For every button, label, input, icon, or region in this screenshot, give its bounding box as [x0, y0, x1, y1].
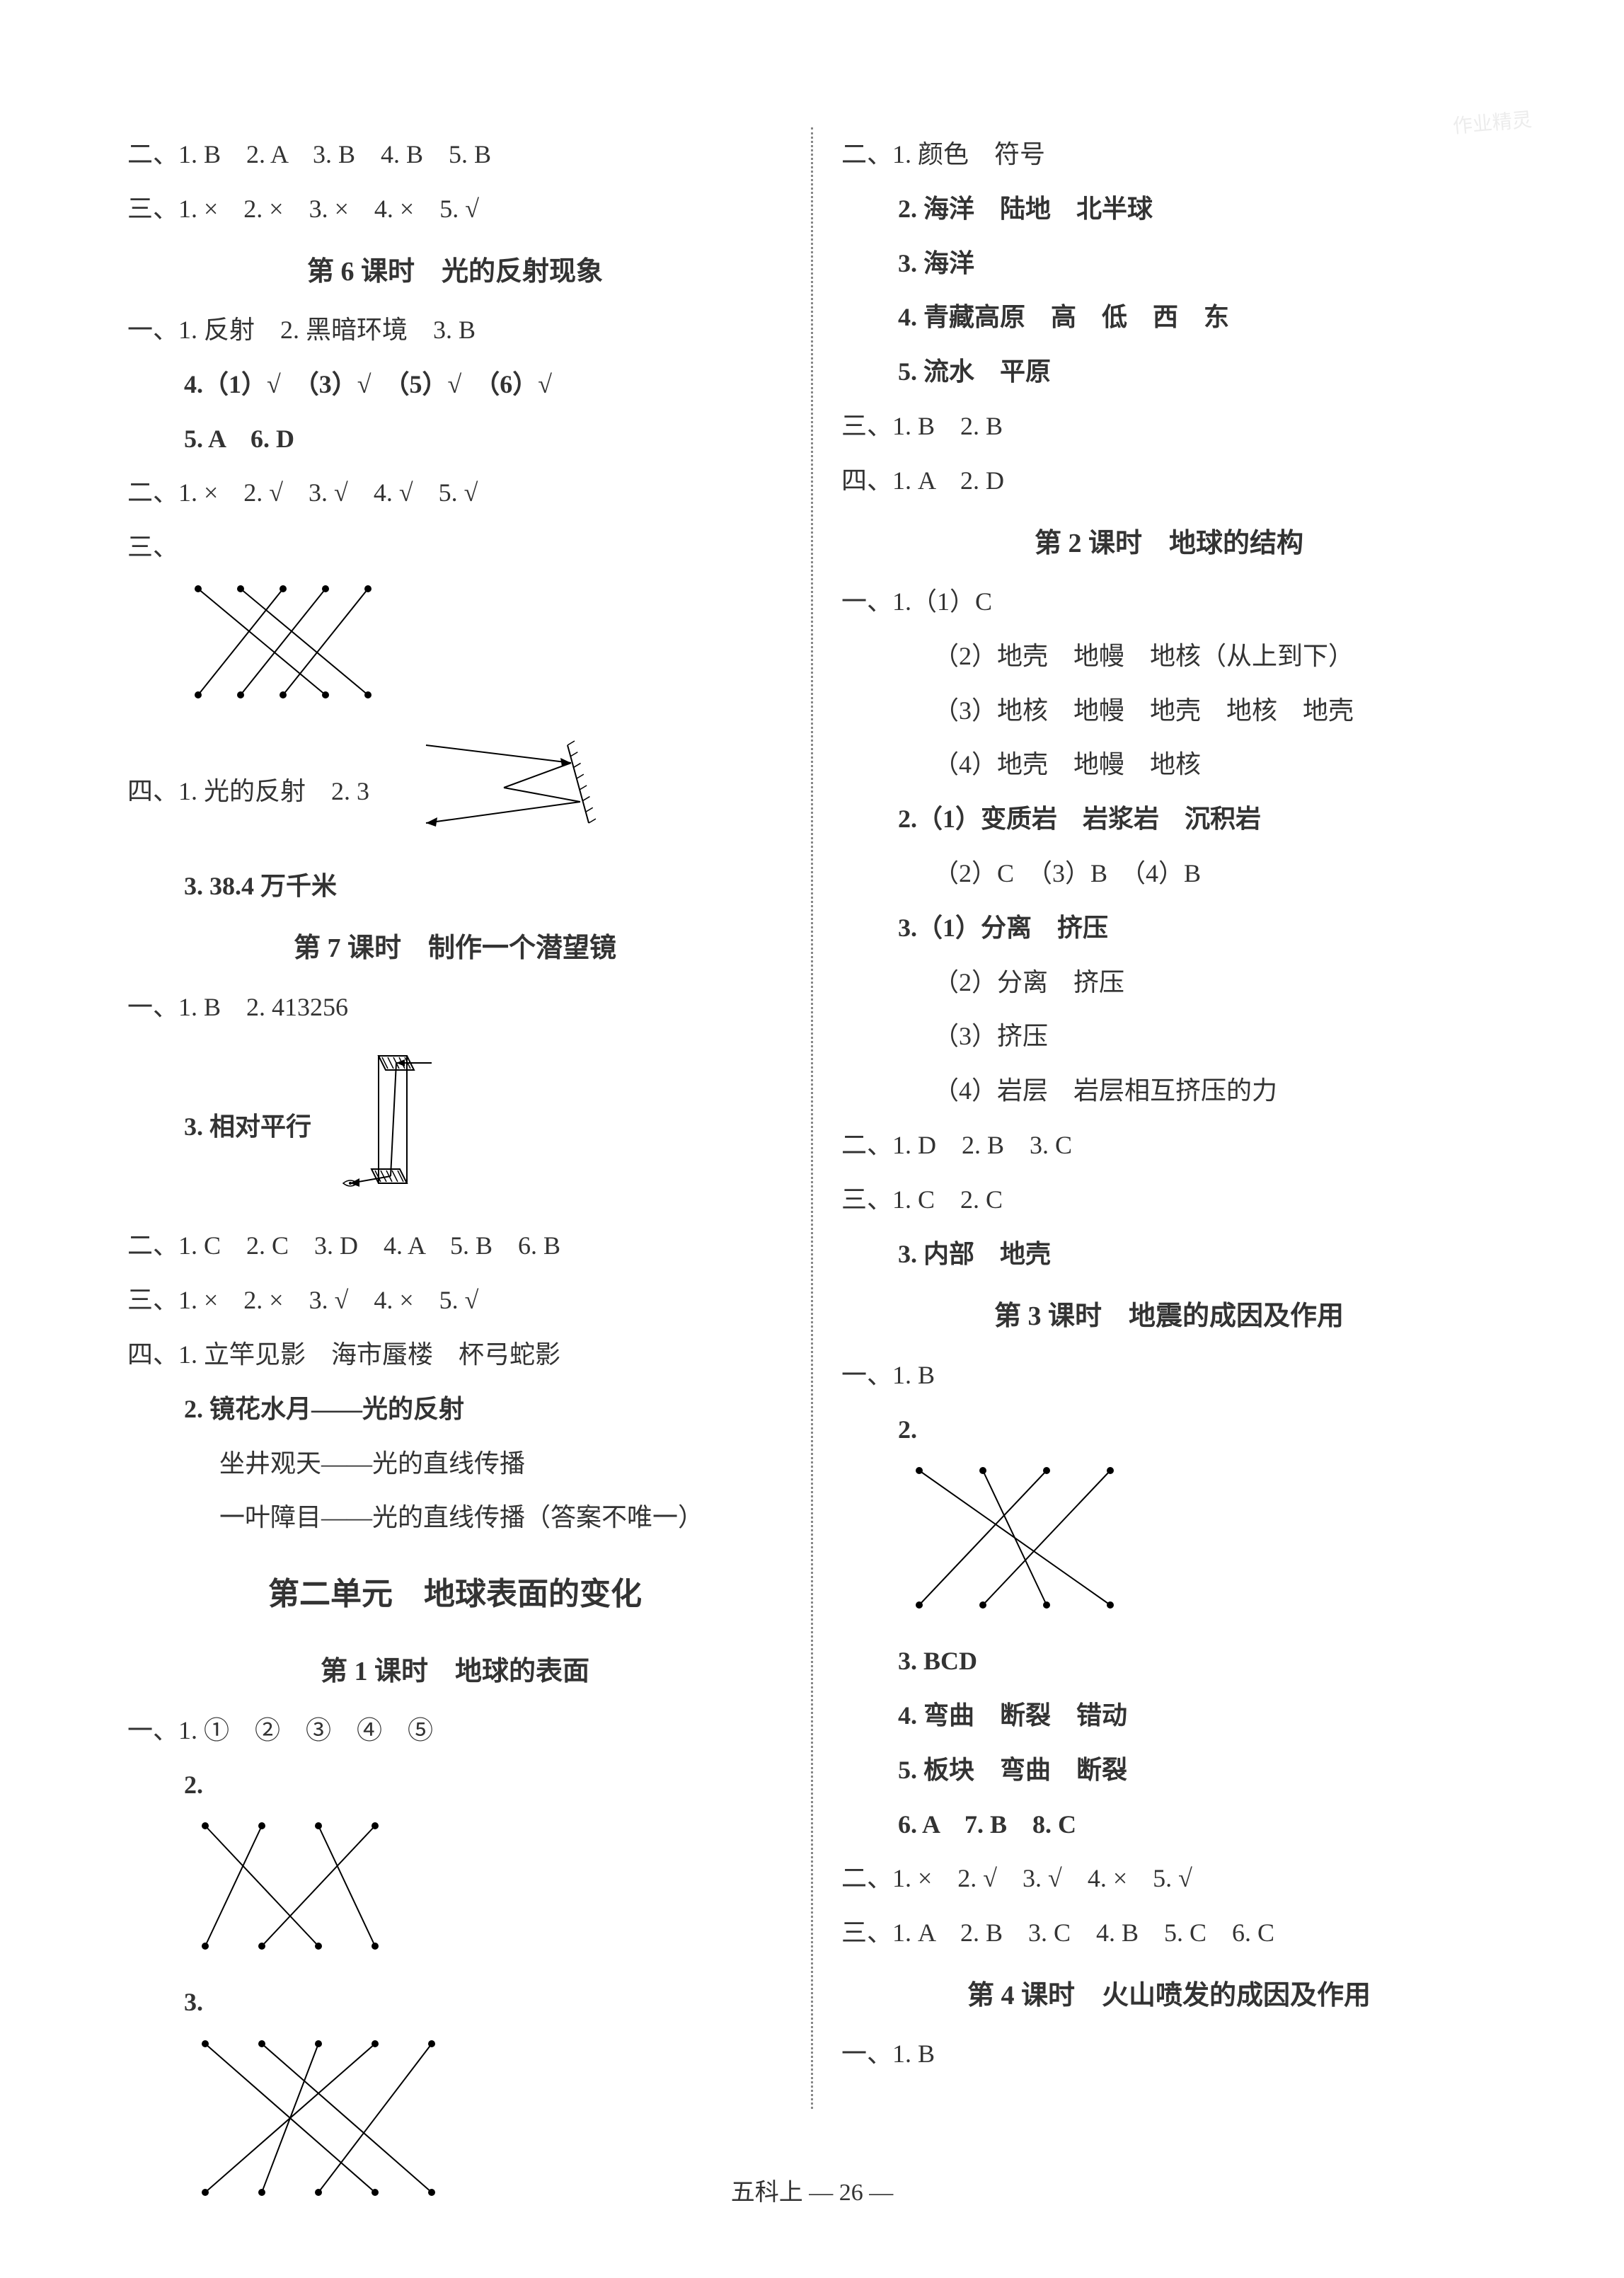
answer-line: 四、1. 立竿见影 海市蜃楼 杯弓蛇影 — [127, 1332, 783, 1378]
answer-line: 四、1. 光的反射 2. 3 — [127, 769, 369, 815]
right-column: 二、1. 颜色 符号 2. 海洋 陆地 北半球 3. 海洋 4. 青藏高原 高 … — [841, 127, 1497, 2109]
answer-line: 三、1. × 2. × 3. × 4. × 5. √ — [127, 186, 783, 232]
answer-line: 2. — [127, 1762, 783, 1808]
lesson-title: 第 4 课时 火山喷发的成因及作用 — [841, 1972, 1497, 2020]
answer-line: （2）C （3）B （4）B — [841, 851, 1497, 897]
answer-line: 4. 青藏高原 高 低 西 东 — [841, 294, 1497, 340]
answer-line: 坐井观天——光的直线传播 — [127, 1441, 783, 1487]
answer-line: 3.（1）分离 挤压 — [841, 905, 1497, 951]
reflection-icon — [412, 731, 596, 837]
answer-line: 一、1. B — [841, 2031, 1497, 2077]
answer-line: 3. 相对平行 — [127, 1104, 311, 1150]
lesson-title: 第 1 课时 地球的表面 — [127, 1647, 783, 1696]
watermark: 作业精灵 — [1451, 103, 1533, 145]
answer-line: 5. 板块 弯曲 断裂 — [841, 1747, 1497, 1793]
lesson-title: 第 2 课时 地球的结构 — [841, 519, 1497, 568]
answer-line: 二、1. C 2. C 3. D 4. A 5. B 6. B — [127, 1223, 783, 1269]
cross-diagram-icon — [898, 1463, 1124, 1612]
answer-line: 一叶障目——光的直线传播（答案不唯一） — [127, 1495, 783, 1541]
answer-line: 三、1. × 2. × 3. √ 4. × 5. √ — [127, 1277, 783, 1323]
page-content: 二、1. B 2. A 3. B 4. B 5. B 三、1. × 2. × 3… — [127, 127, 1497, 2109]
answer-line: 6. A 7. B 8. C — [841, 1802, 1497, 1848]
answer-line: 2. — [841, 1407, 1497, 1453]
lesson-title: 第 7 课时 制作一个潜望镜 — [127, 924, 783, 972]
answer-line: 一、1. B — [841, 1352, 1497, 1398]
periscope-icon — [340, 1042, 439, 1197]
matching-diagram — [841, 1463, 1497, 1627]
column-divider — [811, 127, 813, 2109]
answer-line: 3. 内部 地壳 — [841, 1231, 1497, 1277]
answer-line: 3. — [127, 1979, 783, 2025]
answer-line: 3. 海洋 — [841, 241, 1497, 287]
answer-line: （3）地核 地幔 地壳 地核 地壳 — [841, 688, 1497, 734]
answer-line: 二、1. B 2. A 3. B 4. B 5. B — [127, 132, 783, 178]
answer-line: （2）分离 挤压 — [841, 960, 1497, 1006]
answer-line: 一、1. 反射 2. 黑暗环境 3. B — [127, 307, 783, 353]
answer-line: 四、1. A 2. D — [841, 458, 1497, 504]
answer-line: （3）挤压 — [841, 1013, 1497, 1059]
answer-line: 3. 38.4 万千米 — [127, 863, 783, 909]
answer-line: 二、1. D 2. B 3. C — [841, 1122, 1497, 1168]
answer-line: 二、1. × 2. √ 3. √ 4. √ 5. √ — [127, 470, 783, 516]
cross-diagram-icon — [184, 1819, 396, 1953]
answer-line: 一、1. B 2. 413256 — [127, 984, 783, 1030]
answer-line: 3. BCD — [841, 1638, 1497, 1684]
answer-line: （4）地壳 地幔 地核 — [841, 742, 1497, 788]
reflection-diagram — [412, 731, 596, 852]
matching-diagram — [127, 582, 783, 717]
answer-line: （2）地壳 地幔 地核（从上到下） — [841, 633, 1497, 679]
answer-line: 4. 弯曲 断裂 错动 — [841, 1693, 1497, 1739]
answer-line: 三、 — [127, 524, 783, 570]
unit-title: 第二单元 地球表面的变化 — [127, 1566, 783, 1622]
answer-line: 2. 镜花水月——光的反射 — [127, 1386, 783, 1432]
answer-line: 三、1. B 2. B — [841, 403, 1497, 449]
answer-line: 2. 海洋 陆地 北半球 — [841, 186, 1497, 232]
answer-line: 5. 流水 平原 — [841, 349, 1497, 395]
answer-line: 2.（1）变质岩 岩浆岩 沉积岩 — [841, 796, 1497, 842]
periscope-diagram — [340, 1042, 439, 1212]
lesson-title: 第 3 课时 地震的成因及作用 — [841, 1292, 1497, 1340]
answer-line: 三、1. C 2. C — [841, 1177, 1497, 1223]
answer-line: 二、1. 颜色 符号 — [841, 132, 1497, 178]
page-footer: 五科上 — 26 — — [0, 2171, 1624, 2214]
answer-line: 一、1. ① ② ③ ④ ⑤ — [127, 1708, 783, 1754]
left-column: 二、1. B 2. A 3. B 4. B 5. B 三、1. × 2. × 3… — [127, 127, 783, 2109]
answer-line: 三、1. A 2. B 3. C 4. B 5. C 6. C — [841, 1910, 1497, 1956]
answer-line: （4）岩层 岩层相互挤压的力 — [841, 1068, 1497, 1114]
matching-diagram — [127, 1819, 783, 1968]
answer-line: 一、1.（1）C — [841, 579, 1497, 625]
answer-line: 4.（1）√ （3）√ （5）√ （6）√ — [127, 362, 783, 408]
lesson-title: 第 6 课时 光的反射现象 — [127, 248, 783, 296]
answer-line: 二、1. × 2. √ 3. √ 4. × 5. √ — [841, 1856, 1497, 1902]
answer-line: 5. A 6. D — [127, 416, 783, 462]
cross-diagram-icon — [184, 582, 382, 702]
